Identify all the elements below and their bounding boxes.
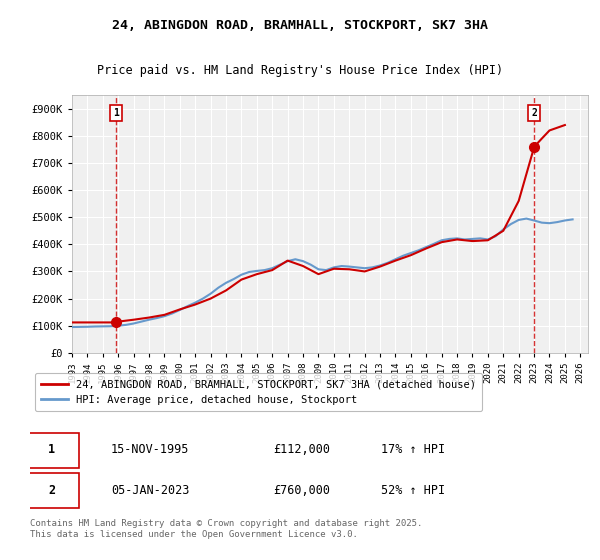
Text: 1: 1 xyxy=(113,108,119,118)
Text: 24, ABINGDON ROAD, BRAMHALL, STOCKPORT, SK7 3HA: 24, ABINGDON ROAD, BRAMHALL, STOCKPORT, … xyxy=(112,18,488,32)
Text: 05-JAN-2023: 05-JAN-2023 xyxy=(111,484,190,497)
Text: £112,000: £112,000 xyxy=(273,444,330,456)
Text: 1: 1 xyxy=(48,444,55,456)
Text: 52% ↑ HPI: 52% ↑ HPI xyxy=(381,484,445,497)
Text: 15-NOV-1995: 15-NOV-1995 xyxy=(111,444,190,456)
Legend: 24, ABINGDON ROAD, BRAMHALL, STOCKPORT, SK7 3HA (detached house), HPI: Average p: 24, ABINGDON ROAD, BRAMHALL, STOCKPORT, … xyxy=(35,373,482,411)
FancyBboxPatch shape xyxy=(25,433,79,468)
Text: £760,000: £760,000 xyxy=(273,484,330,497)
Bar xyxy=(534,95,588,353)
FancyBboxPatch shape xyxy=(25,473,79,508)
Text: 2: 2 xyxy=(48,484,55,497)
Text: 2: 2 xyxy=(532,108,537,118)
Text: Contains HM Land Registry data © Crown copyright and database right 2025.
This d: Contains HM Land Registry data © Crown c… xyxy=(30,519,422,539)
Text: Price paid vs. HM Land Registry's House Price Index (HPI): Price paid vs. HM Land Registry's House … xyxy=(97,64,503,77)
Text: 17% ↑ HPI: 17% ↑ HPI xyxy=(381,444,445,456)
Bar xyxy=(72,95,116,353)
